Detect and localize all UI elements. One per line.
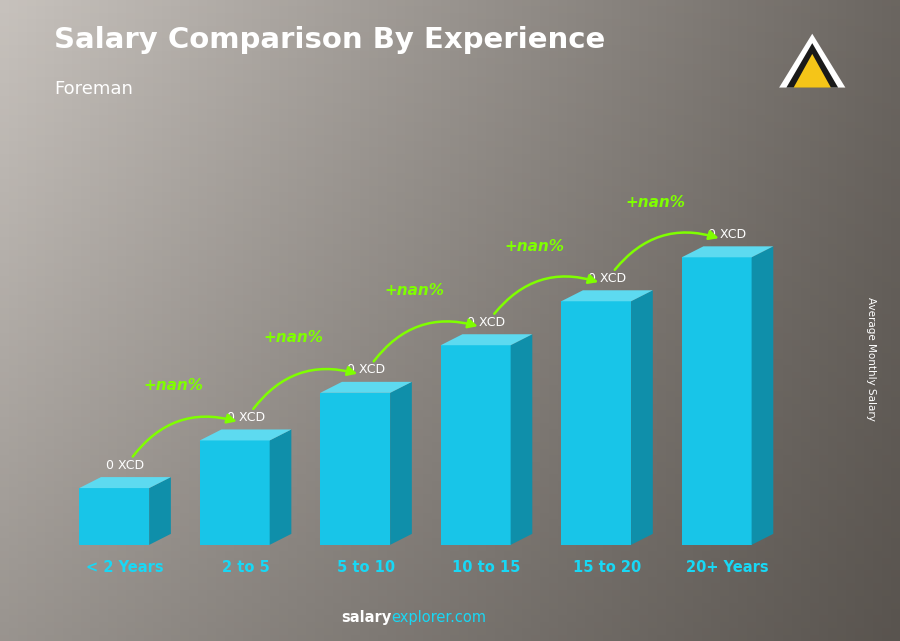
Polygon shape [779,34,845,88]
Polygon shape [320,393,390,545]
Text: 0 XCD: 0 XCD [708,228,747,241]
Text: 15 to 20: 15 to 20 [573,560,641,574]
Text: salary: salary [341,610,392,625]
Text: Salary Comparison By Experience: Salary Comparison By Experience [54,26,605,54]
Text: +nan%: +nan% [505,238,564,254]
Text: 5 to 10: 5 to 10 [337,560,395,574]
Text: +nan%: +nan% [264,330,324,345]
Polygon shape [270,429,292,545]
Polygon shape [441,345,510,545]
Polygon shape [390,382,412,545]
Text: < 2 Years: < 2 Years [86,560,164,574]
Text: Foreman: Foreman [54,80,133,98]
Text: 2 to 5: 2 to 5 [221,560,269,574]
Text: 0 XCD: 0 XCD [106,458,144,472]
Text: 20+ Years: 20+ Years [686,560,769,574]
Polygon shape [149,477,171,545]
Text: +nan%: +nan% [626,195,685,210]
Polygon shape [79,477,171,488]
Polygon shape [562,290,652,301]
Text: 0 XCD: 0 XCD [467,316,506,329]
Polygon shape [200,440,270,545]
Text: 0 XCD: 0 XCD [347,363,385,376]
Polygon shape [794,54,831,88]
Text: 0 XCD: 0 XCD [227,411,265,424]
Polygon shape [79,488,149,545]
Text: +nan%: +nan% [143,378,203,393]
Text: 0 XCD: 0 XCD [588,272,626,285]
Polygon shape [752,246,773,545]
Text: +nan%: +nan% [384,283,445,297]
Polygon shape [681,257,751,545]
Polygon shape [510,334,532,545]
Polygon shape [562,301,631,545]
Polygon shape [631,290,652,545]
Text: Average Monthly Salary: Average Monthly Salary [866,297,877,421]
Polygon shape [200,429,292,440]
Text: explorer.com: explorer.com [392,610,487,625]
Text: 10 to 15: 10 to 15 [453,560,521,574]
Polygon shape [681,246,773,257]
Polygon shape [320,382,412,393]
Polygon shape [441,334,532,345]
Polygon shape [787,43,838,88]
